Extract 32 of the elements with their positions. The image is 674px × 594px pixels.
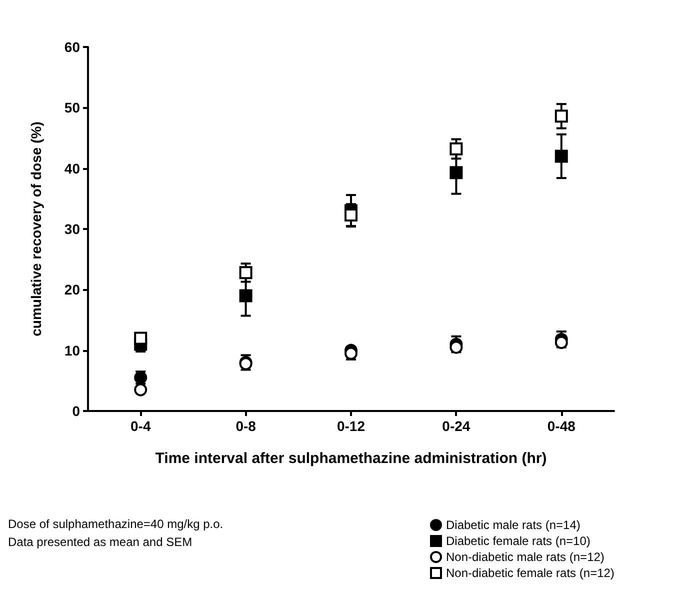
y-tick-label: 30 [64, 221, 80, 237]
y-tick-label: 50 [64, 100, 80, 116]
legend-label: Non-diabetic male rats (n=12) [446, 550, 604, 564]
y-tick-label: 0 [72, 403, 80, 419]
y-axis-title: cumulative recovery of dose (%) [28, 122, 44, 336]
point [239, 266, 252, 280]
text: Dose of sulphamethazine=40 mg/kg p.o. [8, 517, 224, 531]
x-tick-label: 0-24 [442, 418, 470, 434]
point [450, 340, 463, 354]
point [450, 166, 463, 180]
point [134, 383, 148, 396]
x-tick-label: 0-12 [336, 418, 366, 434]
point [554, 336, 568, 349]
point [239, 289, 252, 302]
point [134, 332, 148, 345]
text: Data presented as mean and SEM [8, 535, 192, 549]
legend-label: Diabetic male rats (n=14) [446, 518, 580, 532]
y-tick-label: 10 [64, 342, 80, 358]
point [344, 208, 358, 222]
point [554, 150, 568, 163]
y-tick-label: 20 [64, 282, 80, 298]
x-tick-label: 0-48 [547, 418, 576, 434]
point [554, 110, 568, 123]
x-axis-title: Time interval after sulphamethazine administration (hr) [155, 450, 547, 467]
y-tick-label: 40 [64, 160, 80, 176]
legend-label: Non-diabetic female rats (n=12) [446, 566, 614, 580]
x-tick-label: 0-4 [130, 418, 151, 434]
legend-label: Diabetic female rats (n=10) [446, 534, 590, 548]
point [344, 346, 358, 360]
y-tick-label: 60 [64, 39, 80, 55]
x-tick-label: 0-8 [236, 418, 256, 434]
point [450, 142, 463, 156]
